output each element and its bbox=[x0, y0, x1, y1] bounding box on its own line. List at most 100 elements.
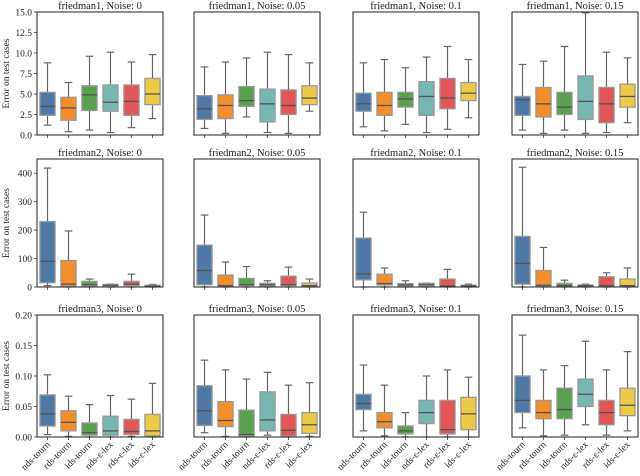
box-iqr bbox=[238, 409, 255, 437]
box-iqr bbox=[196, 244, 213, 286]
box-iqr bbox=[376, 273, 393, 286]
box-ids-tourn bbox=[238, 265, 255, 288]
box-ids-tourn bbox=[556, 365, 573, 436]
box-ids-ε-lex bbox=[460, 58, 477, 119]
box-iqr bbox=[280, 413, 297, 437]
panel: friedman2, Noise: 0 0 100 200 300 400 Error on… bbox=[2, 148, 164, 294]
box-rds-tourn bbox=[376, 58, 393, 132]
box-rds-ε-lex bbox=[598, 51, 615, 134]
box-iqr bbox=[460, 81, 477, 102]
box-iqr bbox=[598, 86, 615, 124]
box-rds-ε-lex bbox=[123, 61, 140, 129]
box-iqr bbox=[439, 77, 456, 110]
box-iqr bbox=[556, 282, 573, 288]
panel: friedman1, Noise: 0 0.0 2.5 5.0 7.5 10.0 12.5 1… bbox=[2, 1, 164, 142]
panel-title: friedman3, Noise: 0.05 bbox=[209, 304, 306, 315]
y-tick-label: 200 bbox=[18, 227, 33, 237]
panel: friedman3, Noise: 0.1nds-tournrds-tourni… bbox=[336, 304, 480, 473]
box-nds-ε-lex bbox=[259, 280, 276, 288]
box-iqr bbox=[280, 275, 297, 287]
box-ids-tourn bbox=[81, 404, 98, 438]
box-rds-ε-lex bbox=[280, 266, 297, 288]
y-tick-label: 0.15 bbox=[15, 342, 32, 352]
box-iqr bbox=[81, 85, 98, 112]
box-iqr bbox=[397, 91, 414, 108]
y-tick-label: 400 bbox=[18, 170, 33, 180]
box-nds-tourn bbox=[355, 364, 372, 432]
y-tick-label: 5.0 bbox=[20, 91, 32, 101]
panel-title: friedman2, Noise: 0 bbox=[58, 148, 142, 159]
box-iqr bbox=[280, 89, 297, 116]
box-iqr bbox=[238, 277, 255, 287]
box-iqr bbox=[439, 399, 456, 435]
box-ids-ε-lex bbox=[619, 351, 636, 432]
box-rds-tourn bbox=[60, 81, 77, 133]
box-ids-tourn bbox=[397, 412, 414, 438]
panel: friedman2, Noise: 0.05 bbox=[193, 148, 321, 290]
box-rds-tourn bbox=[217, 369, 234, 437]
box-rds-tourn bbox=[535, 60, 552, 134]
box-iqr bbox=[355, 237, 372, 281]
box-nds-ε-lex bbox=[259, 371, 276, 436]
box-ids-ε-lex bbox=[301, 278, 318, 288]
box-iqr bbox=[144, 77, 161, 106]
axes-frame bbox=[36, 314, 164, 438]
axes-frame bbox=[193, 314, 321, 438]
box-ids-ε-lex bbox=[144, 54, 161, 120]
box-nds-ε-lex bbox=[577, 340, 594, 426]
box-rds-ε-lex bbox=[280, 54, 297, 134]
box-rds-tourn bbox=[60, 230, 77, 288]
box-iqr bbox=[123, 84, 140, 116]
box-rds-ε-lex bbox=[598, 272, 615, 288]
box-iqr bbox=[355, 92, 372, 112]
box-rds-tourn bbox=[376, 384, 393, 437]
box-nds-tourn bbox=[39, 374, 56, 436]
box-iqr bbox=[535, 399, 552, 420]
y-axis-label: Error on test cases bbox=[2, 188, 12, 258]
box-rds-ε-lex bbox=[123, 398, 140, 437]
axes-frame bbox=[193, 158, 321, 288]
box-iqr bbox=[514, 235, 531, 285]
box-nds-tourn bbox=[39, 167, 56, 287]
box-iqr bbox=[102, 415, 119, 436]
box-rds-tourn bbox=[217, 61, 234, 134]
box-ids-tourn bbox=[556, 279, 573, 288]
box-iqr bbox=[60, 259, 77, 288]
panel-title: friedman3, Noise: 0.1 bbox=[370, 304, 462, 315]
axes-frame bbox=[511, 158, 639, 288]
box-rds-ε-lex bbox=[439, 369, 456, 438]
box-iqr bbox=[514, 95, 531, 116]
box-nds-ε-lex bbox=[259, 51, 276, 134]
box-iqr bbox=[39, 91, 56, 116]
box-rds-ε-lex bbox=[598, 369, 615, 436]
box-iqr bbox=[39, 220, 56, 284]
box-iqr bbox=[514, 375, 531, 414]
box-nds-tourn bbox=[514, 334, 531, 429]
box-rds-ε-lex bbox=[439, 268, 456, 288]
box-rds-tourn bbox=[376, 267, 393, 288]
box-iqr bbox=[217, 274, 234, 287]
panel: friedman3, Noise: 0nds-tournrds-tournids… bbox=[2, 304, 164, 473]
box-iqr bbox=[259, 391, 276, 432]
box-iqr bbox=[376, 91, 393, 116]
box-rds-tourn bbox=[535, 369, 552, 437]
box-rds-ε-lex bbox=[280, 384, 297, 438]
box-iqr bbox=[577, 378, 594, 408]
panel: friedman2, Noise: 0.15 bbox=[511, 148, 639, 290]
box-ids-tourn bbox=[81, 278, 98, 288]
box-ids-ε-lex bbox=[301, 62, 318, 112]
box-nds-ε-lex bbox=[577, 12, 594, 134]
y-axis-label: Error on test cases bbox=[2, 341, 12, 411]
box-iqr bbox=[102, 84, 119, 112]
y-tick-label: 12.5 bbox=[15, 29, 32, 39]
y-tick-label: 2.5 bbox=[20, 111, 32, 121]
panel: friedman1, Noise: 0.15 bbox=[511, 1, 639, 138]
axes-frame bbox=[352, 11, 480, 136]
box-iqr bbox=[535, 269, 552, 287]
box-iqr bbox=[619, 387, 636, 417]
axes-frame bbox=[352, 314, 480, 438]
panel: friedman3, Noise: 0.15nds-tournrds-tourn… bbox=[495, 304, 639, 473]
box-rds-tourn bbox=[60, 395, 77, 437]
box-iqr bbox=[60, 96, 77, 121]
